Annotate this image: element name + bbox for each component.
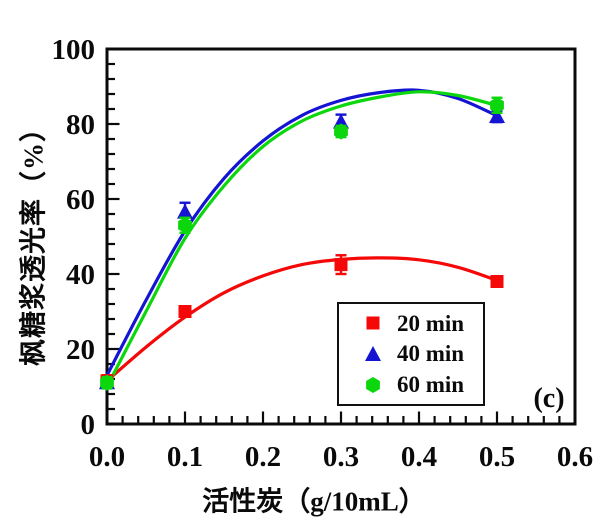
y-tick-label: 40 <box>66 259 95 291</box>
y-tick-label: 20 <box>66 334 95 366</box>
x-tick-label: 0.2 <box>245 441 281 473</box>
panel-label: (c) <box>533 383 565 414</box>
fit-curve-20min <box>105 256 499 383</box>
y-tick-label: 0 <box>81 409 96 441</box>
legend-label: 20 min <box>397 310 465 336</box>
tick-labels: 0 20 40 60 80 100 0.0 0.1 0.2 0.3 0.4 0.5 0.6 <box>52 34 594 473</box>
x-tick-label: 0.0 <box>89 441 125 473</box>
y-tick-label: 100 <box>52 34 96 66</box>
x-axis-title: 活性炭（g/10mL） <box>202 486 426 517</box>
series-60min <box>100 96 504 391</box>
y-tick-label: 80 <box>66 109 95 141</box>
x-tick-label: 0.5 <box>479 441 515 473</box>
legend-triangle-marker-icon <box>363 345 383 363</box>
legend-square-marker-icon <box>363 314 383 332</box>
y-tick-label: 60 <box>66 184 95 216</box>
x-tick-label: 0.3 <box>323 441 359 473</box>
x-tick-label: 0.1 <box>167 441 203 473</box>
x-tick-label: 0.6 <box>557 441 593 473</box>
legend-label: 40 min <box>397 341 465 367</box>
legend-item: 40 min <box>363 342 483 365</box>
x-tick-label: 0.4 <box>401 441 437 473</box>
axes <box>105 47 577 426</box>
legend-label: 60 min <box>397 372 465 398</box>
legend-item: 20 min <box>363 312 483 335</box>
legend-item: 60 min <box>363 373 483 396</box>
legend: 20 min 40 min 60 min <box>337 302 485 406</box>
y-axis-title: 枫糖浆透光率（%） <box>18 114 49 366</box>
legend-hexagon-marker-icon <box>363 376 383 394</box>
fit-curve-60min <box>105 90 499 389</box>
